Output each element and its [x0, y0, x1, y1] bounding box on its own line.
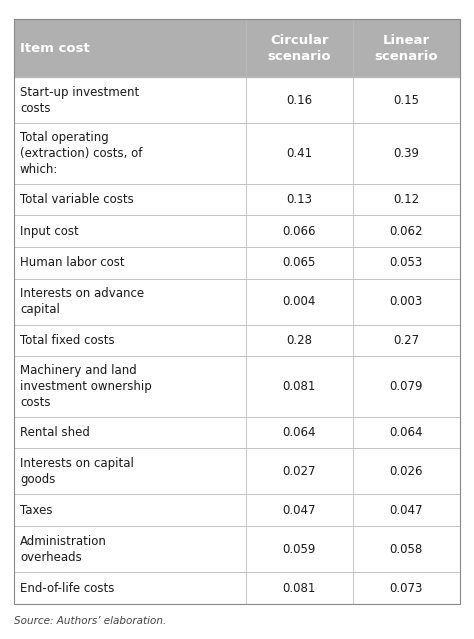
- Text: 0.28: 0.28: [286, 334, 312, 347]
- Text: 0.053: 0.053: [390, 256, 423, 269]
- Text: Interests on capital
goods: Interests on capital goods: [20, 457, 134, 486]
- Text: 0.059: 0.059: [283, 543, 316, 556]
- Text: 0.079: 0.079: [390, 380, 423, 393]
- Bar: [14, 357, 460, 417]
- Bar: [14, 325, 460, 357]
- Text: 0.047: 0.047: [283, 504, 316, 517]
- Text: 0.065: 0.065: [283, 256, 316, 269]
- Text: 0.15: 0.15: [393, 93, 419, 107]
- Bar: [14, 279, 460, 325]
- Text: 0.27: 0.27: [393, 334, 419, 347]
- Text: 0.081: 0.081: [283, 380, 316, 393]
- Text: Administration
overheads: Administration overheads: [20, 535, 107, 564]
- Text: 0.41: 0.41: [286, 147, 312, 160]
- Bar: [14, 247, 460, 279]
- Text: Start-up investment
costs: Start-up investment costs: [20, 86, 139, 114]
- Text: 0.13: 0.13: [286, 193, 312, 206]
- Text: 0.064: 0.064: [283, 426, 316, 439]
- Text: 0.081: 0.081: [283, 581, 316, 594]
- Text: Interests on advance
capital: Interests on advance capital: [20, 287, 144, 316]
- Text: Rental shed: Rental shed: [20, 426, 90, 439]
- Text: Item cost: Item cost: [20, 42, 90, 54]
- Text: 0.004: 0.004: [283, 295, 316, 308]
- Text: Total variable costs: Total variable costs: [20, 193, 134, 206]
- Text: 0.047: 0.047: [390, 504, 423, 517]
- Text: Total operating
(extraction) costs, of
which:: Total operating (extraction) costs, of w…: [20, 131, 142, 176]
- Text: Input cost: Input cost: [20, 224, 79, 238]
- Bar: [14, 572, 460, 604]
- Text: 0.003: 0.003: [390, 295, 423, 308]
- Text: Total fixed costs: Total fixed costs: [20, 334, 115, 347]
- Bar: [14, 19, 460, 77]
- Text: Source: Authors’ elaboration.: Source: Authors’ elaboration.: [14, 617, 166, 626]
- Bar: [14, 183, 460, 215]
- Text: End-of-life costs: End-of-life costs: [20, 581, 114, 594]
- Text: 0.026: 0.026: [390, 465, 423, 478]
- Text: 0.062: 0.062: [390, 224, 423, 238]
- Text: Machinery and land
investment ownership
costs: Machinery and land investment ownership …: [20, 364, 152, 409]
- Bar: [14, 77, 460, 123]
- Text: 0.39: 0.39: [393, 147, 419, 160]
- Text: Human labor cost: Human labor cost: [20, 256, 125, 269]
- Text: 0.066: 0.066: [283, 224, 316, 238]
- Text: 0.16: 0.16: [286, 93, 312, 107]
- Bar: [14, 215, 460, 247]
- Bar: [14, 417, 460, 449]
- Bar: [14, 526, 460, 572]
- Text: 0.073: 0.073: [390, 581, 423, 594]
- Text: 0.064: 0.064: [390, 426, 423, 439]
- Text: 0.12: 0.12: [393, 193, 419, 206]
- Text: Circular
scenario: Circular scenario: [267, 34, 331, 63]
- Text: Linear
scenario: Linear scenario: [374, 34, 438, 63]
- Bar: [14, 495, 460, 526]
- Bar: [14, 123, 460, 183]
- Text: 0.027: 0.027: [283, 465, 316, 478]
- Text: Taxes: Taxes: [20, 504, 53, 517]
- Text: 0.058: 0.058: [390, 543, 423, 556]
- Bar: [14, 449, 460, 495]
